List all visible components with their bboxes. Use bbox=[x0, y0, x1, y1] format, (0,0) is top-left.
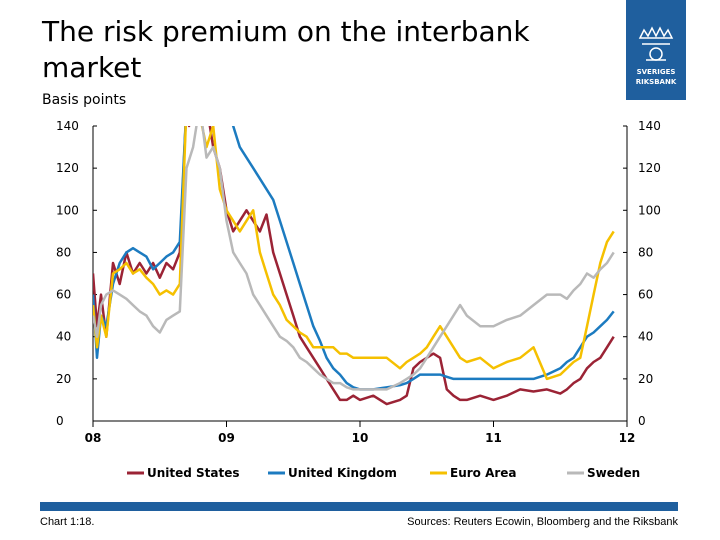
sources-note: Sources: Reuters Ecowin, Bloomberg and t… bbox=[407, 516, 678, 528]
legend-label: United States bbox=[147, 466, 240, 480]
series-line-united-kingdom bbox=[93, 126, 615, 391]
y-tick-label-right: 140 bbox=[638, 119, 661, 133]
y-tick-label-right: 20 bbox=[638, 372, 653, 386]
chart-container: 0 0 20 20 40 40 60 60 80 80 100 100 120 120 140 140 08 09… bbox=[56, 119, 661, 480]
legend-label: Euro Area bbox=[450, 466, 517, 480]
y-tick-label-right: 80 bbox=[638, 245, 653, 259]
series-line-united-states bbox=[93, 126, 615, 406]
y-tick-label-left: 60 bbox=[56, 288, 71, 302]
logo-line-1: SVERIGES bbox=[637, 68, 676, 76]
x-tick-label: 11 bbox=[485, 431, 502, 445]
y-tick-label-left: 0 bbox=[56, 414, 64, 428]
x-tick-label: 08 bbox=[85, 431, 102, 445]
y-tick-label-right: 60 bbox=[638, 288, 653, 302]
crown-emblem-icon: SVERIGES RIKSBANK bbox=[636, 26, 677, 86]
page-title: The risk premium on the interbank market bbox=[42, 15, 530, 84]
series-line-euro-area bbox=[93, 126, 615, 381]
y-tick-label-right: 0 bbox=[638, 414, 646, 428]
x-tick-label: 09 bbox=[218, 431, 235, 445]
y-axis-unit-label: Basis points bbox=[42, 92, 127, 108]
riksbank-logo: SVERIGES RIKSBANK bbox=[626, 0, 686, 100]
y-tick-label-left: 20 bbox=[56, 372, 71, 386]
logo-line-2: RIKSBANK bbox=[636, 78, 677, 86]
x-tick-label: 10 bbox=[352, 431, 369, 445]
y-tick-label-right: 100 bbox=[638, 203, 661, 217]
y-tick-label-left: 140 bbox=[56, 119, 79, 133]
line-chart: 0 0 20 20 40 40 60 60 80 80 100 100 120 120 140 140 08 09… bbox=[56, 119, 661, 480]
y-tick-label-left: 40 bbox=[56, 330, 71, 344]
y-tick-label-left: 100 bbox=[56, 203, 79, 217]
legend-label: Sweden bbox=[587, 466, 640, 480]
x-tick-label: 12 bbox=[619, 431, 636, 445]
legend-label: United Kingdom bbox=[288, 466, 397, 480]
y-tick-label-right: 120 bbox=[638, 161, 661, 175]
footer-bar bbox=[40, 502, 678, 511]
y-tick-label-right: 40 bbox=[638, 330, 653, 344]
y-tick-label-left: 80 bbox=[56, 245, 71, 259]
y-tick-label-left: 120 bbox=[56, 161, 79, 175]
chart-number: Chart 1:18. bbox=[40, 516, 95, 528]
series-line-sweden bbox=[93, 126, 615, 391]
